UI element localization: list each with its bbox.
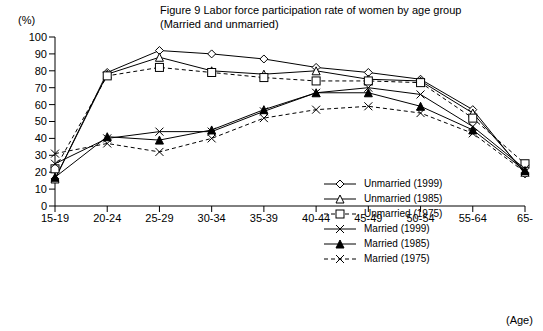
svg-text:40: 40: [35, 132, 47, 144]
svg-text:90: 90: [35, 48, 47, 60]
svg-text:35-39: 35-39: [250, 212, 278, 224]
svg-text:10: 10: [35, 183, 47, 195]
svg-text:20-24: 20-24: [93, 212, 121, 224]
svg-text:55-64: 55-64: [459, 212, 487, 224]
svg-text:50: 50: [35, 115, 47, 127]
svg-text:70: 70: [35, 82, 47, 94]
svg-text:80: 80: [35, 65, 47, 77]
svg-text:0: 0: [41, 200, 47, 212]
svg-text:45-49: 45-49: [354, 212, 382, 224]
svg-text:50-54: 50-54: [406, 212, 434, 224]
svg-text:30-34: 30-34: [198, 212, 226, 224]
svg-text:25-29: 25-29: [145, 212, 173, 224]
svg-text:60: 60: [35, 99, 47, 111]
svg-text:30: 30: [35, 149, 47, 161]
svg-text:15-19: 15-19: [41, 212, 69, 224]
svg-text:100: 100: [29, 31, 47, 43]
svg-text:20: 20: [35, 166, 47, 178]
svg-text:65-: 65-: [517, 212, 533, 224]
svg-text:40-44: 40-44: [302, 212, 330, 224]
